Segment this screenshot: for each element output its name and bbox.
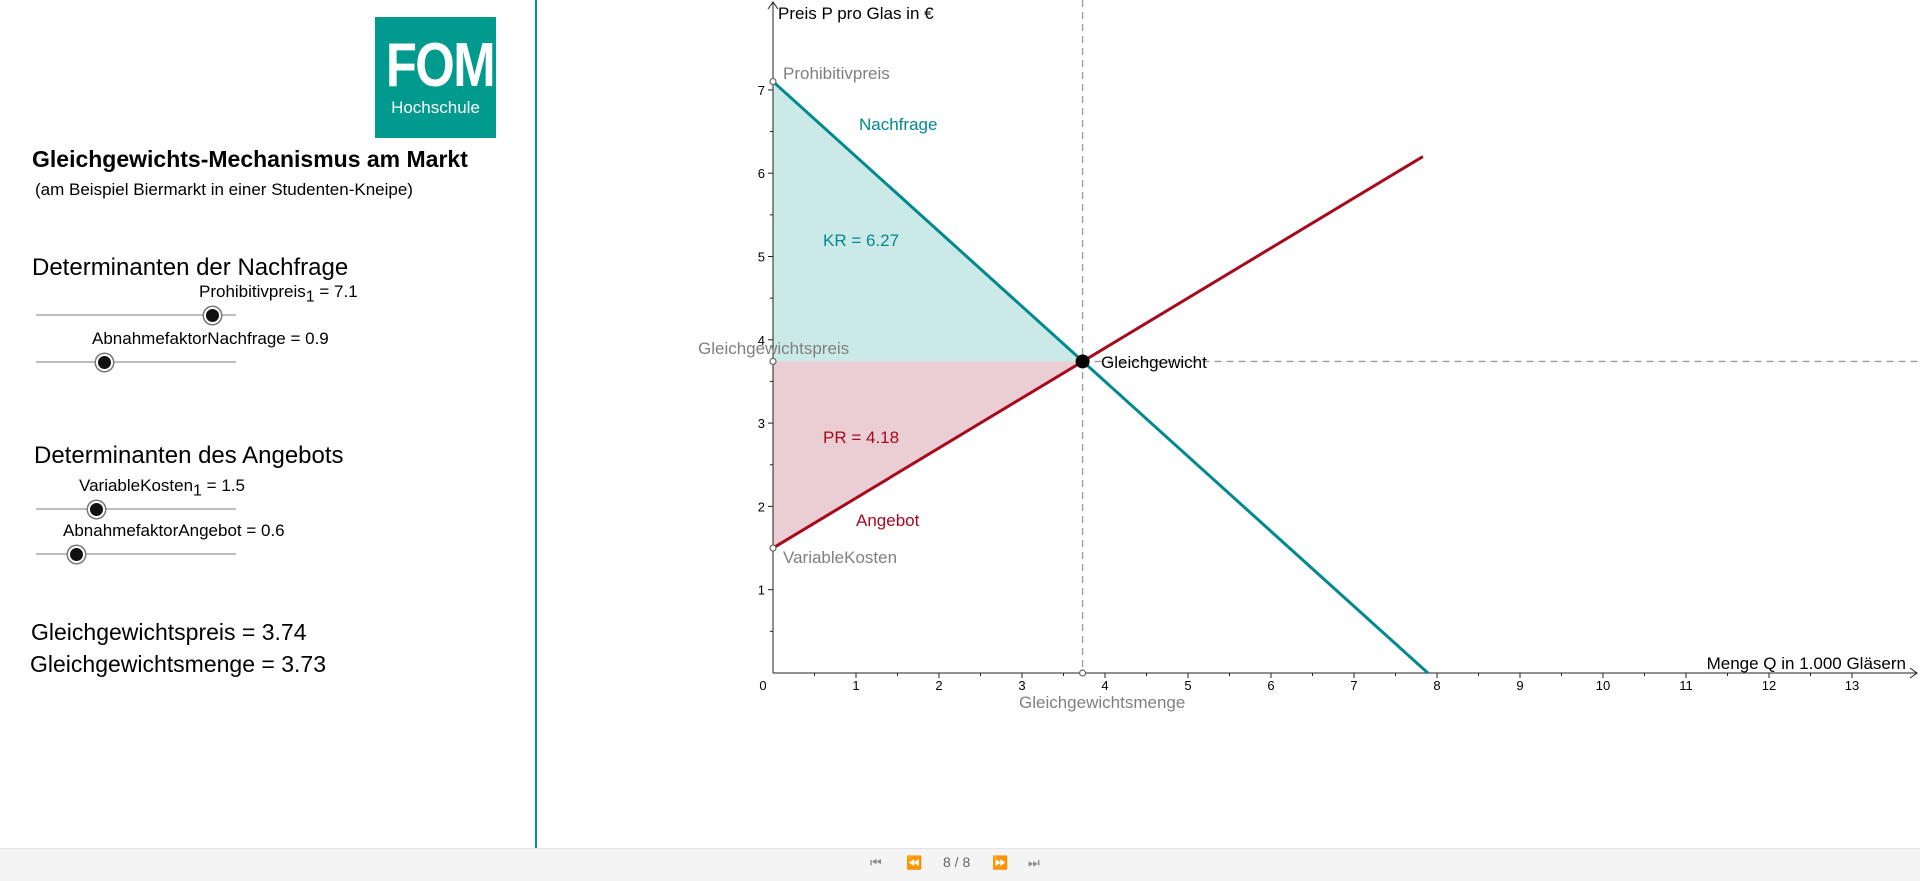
next-page-icon[interactable]: ⏩ — [992, 855, 1008, 870]
prohibitivpreis-label: Prohibitivpreis — [783, 64, 890, 83]
supply-heading: Determinanten des Angebots — [34, 442, 344, 469]
page-subtitle: (am Beispiel Biermarkt in einer Studente… — [35, 180, 413, 199]
pr-label: PR = 4.18 — [823, 428, 899, 447]
slider-knob[interactable] — [68, 546, 85, 563]
y-tick-label: 5 — [758, 250, 765, 265]
slider-subscript: 1 — [193, 482, 202, 500]
variablekosten-point[interactable] — [769, 544, 777, 552]
slider-abnahmefaktor-nachfrage[interactable] — [36, 354, 236, 371]
logo-subtext: Hochschule — [391, 98, 480, 117]
slider-abnahmefaktor-angebot[interactable] — [36, 546, 236, 563]
slider-name: AbnahmefaktorAngebot — [63, 521, 242, 540]
gleichgewichtspreis-label: Gleichgewichtspreis — [698, 339, 849, 358]
x-tick-label: 7 — [1350, 678, 1357, 693]
slider-value: = 7.1 — [314, 282, 358, 301]
panel-divider — [535, 0, 537, 848]
gleichgewichtspreis-point[interactable] — [769, 357, 777, 366]
logo-text: FOM — [385, 31, 496, 100]
y-tick-label: 2 — [758, 499, 765, 514]
slider-subscript: 1 — [305, 288, 315, 306]
y-tick-label: 1 — [758, 583, 765, 598]
demand-line[interactable] — [771, 80, 1429, 675]
y-tick-label: 7 — [758, 83, 765, 98]
y-tick-label: 3 — [758, 416, 765, 431]
page-indicator: 8 / 8 — [943, 854, 971, 870]
prohibitivpreis-point[interactable] — [769, 77, 777, 86]
slider-variablekosten[interactable] — [36, 501, 236, 518]
y-tick-label: 6 — [758, 166, 765, 181]
result-gleichgewichtsmenge: Gleichgewichtsmenge = 3.73 — [30, 651, 326, 677]
gleichgewicht-label: Gleichgewicht — [1101, 353, 1207, 372]
first-page-icon[interactable]: ⏮ — [870, 855, 882, 870]
y-axis-arrow — [767, 1, 779, 10]
x-tick-label: 2 — [935, 678, 942, 693]
slider-prohibitivpreis[interactable] — [36, 307, 236, 324]
result-gleichgewichtspreis: Gleichgewichtspreis = 3.74 — [31, 619, 307, 645]
x-tick-label: 1 — [852, 678, 859, 693]
slider-label-abnahmefaktor-nachfrage: AbnahmefaktorNachfrage = 0.9 — [92, 329, 329, 353]
slider-value: = 1.5 — [201, 476, 245, 495]
variablekosten-label: VariableKosten — [783, 548, 897, 567]
navigation-bar: ⏮ ⏪ 8 / 8 ⏩ ⏭ — [0, 848, 1920, 881]
slider-value: = 0.9 — [285, 329, 329, 348]
slider-label-abnahmefaktor-angebot: AbnahmefaktorAngebot = 0.6 — [63, 521, 285, 545]
x-tick-label: 8 — [1433, 678, 1440, 693]
slider-knob[interactable] — [88, 501, 105, 518]
slider-name: AbnahmefaktorNachfrage — [92, 329, 286, 348]
x-tick-label: 9 — [1516, 678, 1523, 693]
slider-name: Prohibitivpreis — [199, 282, 306, 301]
supply-line[interactable] — [772, 155, 1424, 550]
x-tick-label: 10 — [1596, 678, 1610, 693]
x-axis-label: Menge Q in 1.000 Gläsern — [1707, 654, 1906, 673]
gleichgewichtsmenge-point[interactable] — [1078, 669, 1087, 677]
demand-heading: Determinanten der Nachfrage — [32, 254, 349, 281]
x-tick-label: 12 — [1762, 678, 1776, 693]
slider-value: = 0.6 — [241, 521, 285, 540]
x-axis-arrow — [1909, 667, 1918, 679]
slider-label-prohibitivpreis: Prohibitivpreis1 = 7.1 — [199, 282, 358, 306]
x-tick-label: 11 — [1679, 678, 1693, 693]
x-tick-label: 13 — [1845, 678, 1859, 693]
x-tick-label: 0 — [759, 678, 766, 693]
x-tick-label: 4 — [1101, 678, 1108, 693]
equilibrium-point[interactable] — [1075, 354, 1090, 369]
page-title: Gleichgewichts-Mechanismus am Markt — [32, 146, 468, 172]
x-tick-label: 5 — [1184, 678, 1191, 693]
x-tick-label: 3 — [1018, 678, 1025, 693]
kr-label: KR = 6.27 — [823, 231, 899, 250]
y-axis-label: Preis P pro Glas in € — [778, 4, 934, 23]
x-tick-label: 6 — [1267, 678, 1274, 693]
fom-logo: FOM Hochschule — [375, 17, 496, 138]
previous-page-icon[interactable]: ⏪ — [906, 855, 922, 870]
last-page-icon[interactable]: ⏭ — [1028, 855, 1040, 870]
slider-knob[interactable] — [96, 354, 113, 371]
angebot-label: Angebot — [856, 511, 920, 530]
nachfrage-label: Nachfrage — [859, 115, 937, 134]
y-tick-label: 4 — [758, 333, 765, 348]
slider-knob[interactable] — [204, 307, 221, 324]
gleichgewichtsmenge-label: Gleichgewichtsmenge — [1019, 693, 1185, 712]
slider-name: VariableKosten — [79, 476, 194, 495]
slider-label-variablekosten: VariableKosten1 = 1.5 — [79, 476, 245, 500]
